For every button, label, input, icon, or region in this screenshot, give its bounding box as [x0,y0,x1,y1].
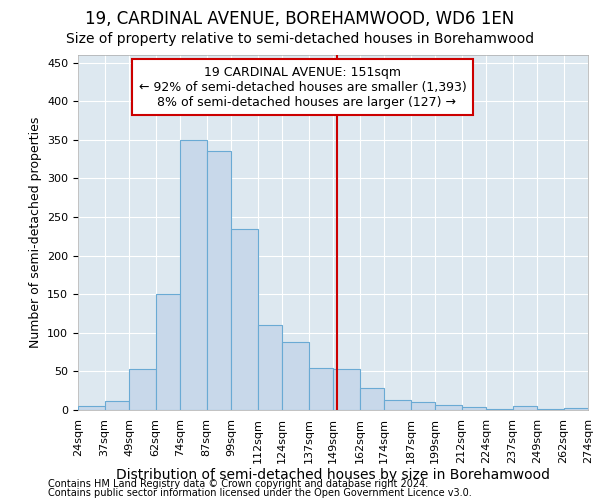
Text: 19, CARDINAL AVENUE, BOREHAMWOOD, WD6 1EN: 19, CARDINAL AVENUE, BOREHAMWOOD, WD6 1E… [85,10,515,28]
Bar [563,408,588,410]
Bar [180,140,206,410]
Bar [129,369,155,410]
Bar [486,409,512,410]
Text: Contains HM Land Registry data © Crown copyright and database right 2024.: Contains HM Land Registry data © Crown c… [48,479,428,489]
Text: 19 CARDINAL AVENUE: 151sqm
← 92% of semi-detached houses are smaller (1,393)
  8: 19 CARDINAL AVENUE: 151sqm ← 92% of semi… [139,66,466,108]
Bar [359,388,384,410]
Bar [333,369,359,410]
Bar [410,402,435,410]
Bar [435,406,461,410]
Bar [78,406,104,410]
Bar [537,409,563,410]
Bar [384,400,410,410]
Y-axis label: Number of semi-detached properties: Number of semi-detached properties [29,117,41,348]
Text: Contains public sector information licensed under the Open Government Licence v3: Contains public sector information licen… [48,488,472,498]
Bar [231,228,257,410]
Bar [257,325,282,410]
Bar [461,407,486,410]
Bar [104,400,129,410]
Bar [308,368,333,410]
Bar [206,152,231,410]
Text: Size of property relative to semi-detached houses in Borehamwood: Size of property relative to semi-detach… [66,32,534,46]
Bar [512,406,537,410]
Bar [282,342,308,410]
X-axis label: Distribution of semi-detached houses by size in Borehamwood: Distribution of semi-detached houses by … [116,468,550,482]
Bar [155,294,180,410]
